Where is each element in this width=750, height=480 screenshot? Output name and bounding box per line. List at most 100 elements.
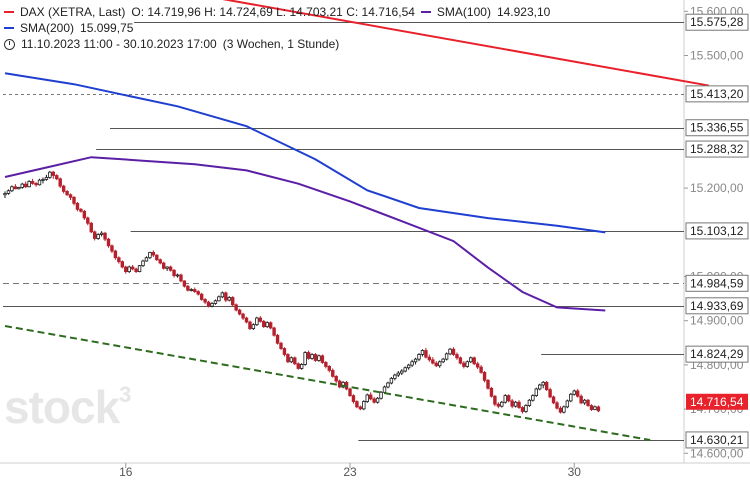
- candle-body: [158, 259, 162, 264]
- candle-body: [272, 327, 276, 336]
- level-price-box: [685, 222, 749, 240]
- candle-body: [82, 210, 87, 219]
- candle-body: [306, 352, 311, 359]
- candle-body: [120, 261, 124, 268]
- candle-body: [324, 362, 328, 367]
- candle-body: [213, 300, 218, 304]
- legend-row-sma200: SMA(200) 15.099,75: [4, 20, 550, 36]
- x-tick-label: 23: [343, 465, 357, 479]
- candle-body: [289, 357, 294, 363]
- level-price-box: [685, 297, 749, 315]
- candle-body: [579, 395, 583, 404]
- candle-body: [448, 348, 452, 355]
- candle-body: [462, 362, 466, 367]
- candle-body: [148, 251, 152, 259]
- candle-body: [576, 390, 580, 397]
- candle-body: [348, 388, 352, 396]
- level-price-label: 15.288,32: [690, 142, 744, 156]
- candle-body: [489, 387, 494, 397]
- candle-body: [113, 250, 118, 259]
- level-price-label: 15.336,55: [690, 121, 744, 135]
- candle-body: [193, 289, 197, 292]
- candle-body: [317, 355, 321, 361]
- candle-body: [244, 317, 249, 323]
- sma100-value: 14.923,10: [496, 5, 551, 19]
- candle-body: [520, 407, 525, 412]
- candle-body: [275, 334, 280, 344]
- level-price-label: 15.103,12: [690, 224, 744, 238]
- candle-body: [3, 192, 7, 196]
- candle-body: [23, 183, 28, 188]
- candle-body: [437, 361, 442, 367]
- candle-body: [127, 266, 131, 273]
- candle-body: [68, 194, 73, 198]
- candle-body: [141, 260, 145, 267]
- candle-body: [400, 370, 404, 374]
- candle-body: [110, 245, 114, 252]
- candle-body: [510, 400, 514, 407]
- candle-body: [75, 202, 80, 210]
- candle-body: [513, 401, 518, 407]
- candle-body: [482, 371, 487, 381]
- candle-body: [199, 293, 204, 300]
- candle-body: [441, 358, 445, 363]
- candle-body: [413, 358, 418, 363]
- candle-body: [541, 381, 545, 386]
- candle-body: [189, 289, 193, 291]
- candle-body: [179, 274, 183, 282]
- y-tick-label: 14.900,00: [690, 314, 744, 328]
- candle-body: [351, 395, 356, 402]
- candle-body: [303, 352, 307, 365]
- watermark-text: stock: [4, 381, 120, 433]
- candle-body: [479, 366, 483, 373]
- candle-body: [469, 357, 473, 363]
- candle-body: [569, 393, 573, 402]
- candle-body: [51, 171, 55, 176]
- candle-body: [368, 394, 373, 400]
- candle-body: [206, 301, 211, 307]
- range-detail: (3 Wochen, 1 Stunde): [222, 37, 340, 51]
- level-price-label: 15.413,20: [690, 87, 744, 101]
- sma100-swatch-icon: [420, 11, 431, 13]
- candle-body: [358, 406, 363, 410]
- clock-icon: [4, 38, 15, 50]
- candle-body: [37, 179, 42, 186]
- candle-body: [41, 179, 45, 181]
- candle-body: [155, 254, 159, 261]
- candle-body: [248, 321, 252, 330]
- candle-body: [61, 185, 66, 192]
- candle-body: [386, 382, 390, 388]
- legend-row-range: 11.10.2023 11:00 - 30.10.2023 17:00 (3 W…: [4, 36, 550, 52]
- candle-body: [589, 405, 594, 410]
- candle-body: [320, 355, 325, 363]
- level-price-label: 14.933,69: [690, 299, 744, 313]
- candle-body: [365, 394, 369, 402]
- candle-body: [465, 361, 469, 367]
- level-price-box: [685, 345, 749, 363]
- candle-body: [279, 342, 283, 349]
- green-trendline: [4, 325, 651, 442]
- candle-body: [379, 391, 383, 399]
- level-price-box: [685, 85, 749, 103]
- candle-body: [500, 401, 504, 407]
- sma200-line: [4, 72, 606, 234]
- candle-body: [186, 285, 190, 291]
- candle-body: [144, 257, 149, 262]
- candle-body: [241, 313, 245, 319]
- candle-body: [389, 377, 394, 384]
- candle-body: [103, 232, 107, 240]
- candle-body: [86, 217, 90, 224]
- candle-body: [596, 406, 601, 412]
- candle-body: [224, 292, 228, 301]
- candle-body: [299, 364, 304, 369]
- candle-body: [496, 403, 501, 407]
- candle-body: [555, 402, 559, 409]
- candle-body: [427, 356, 432, 361]
- candle-body: [89, 222, 93, 233]
- candle-body: [30, 181, 35, 184]
- level-price-label: 14.824,29: [690, 347, 744, 361]
- candle-body: [20, 183, 24, 188]
- candle-body: [582, 399, 587, 404]
- candle-body: [255, 317, 259, 326]
